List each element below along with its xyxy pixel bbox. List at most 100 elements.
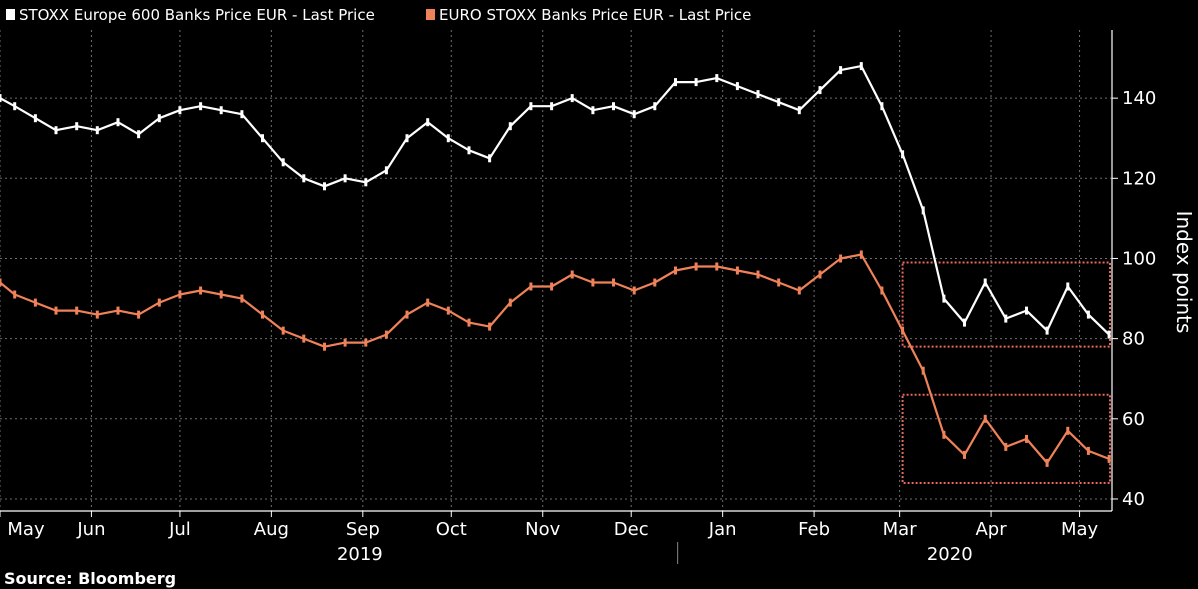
series-1-point xyxy=(756,270,760,279)
series-1-point xyxy=(157,298,161,307)
series-1-point xyxy=(1066,426,1070,435)
series-0-point xyxy=(446,134,450,143)
series-0-point xyxy=(281,158,285,167)
series-1-point xyxy=(178,290,182,299)
series-0-point xyxy=(1045,326,1049,335)
series-0-point xyxy=(261,134,264,143)
x-month-label: Mar xyxy=(883,519,918,540)
series-0-point xyxy=(75,122,79,131)
series-0-point xyxy=(343,174,347,183)
series-0-point xyxy=(1004,314,1008,323)
series-0-point xyxy=(859,62,863,71)
series-0-point xyxy=(756,90,760,99)
series-1-point xyxy=(942,430,946,439)
series-1-point xyxy=(508,298,512,307)
series-0-point xyxy=(921,206,925,215)
axes: 40 60 80 100 120 140 May Jun Jul Aug Sep Oct Nov Dec J… xyxy=(0,30,1156,565)
series-1-point xyxy=(446,306,450,315)
series-0-point xyxy=(735,82,739,91)
series-1-point xyxy=(963,450,966,459)
annotation-box-0 xyxy=(901,261,1111,348)
x-month-label: Sep xyxy=(346,519,380,540)
series-1-point xyxy=(797,286,801,295)
y-tick-label: 60 xyxy=(1122,409,1145,430)
series-1-point xyxy=(467,318,471,327)
series-0-point xyxy=(653,102,657,111)
series-0-point xyxy=(426,118,430,127)
series-0-point xyxy=(302,174,306,183)
x-month-label: Aug xyxy=(254,519,289,540)
series-0-point xyxy=(632,110,636,119)
series-1-point xyxy=(921,366,925,375)
annotation-box-1 xyxy=(901,393,1111,484)
series-layer xyxy=(0,62,1111,467)
series-0-point xyxy=(219,106,223,115)
series-0-point xyxy=(550,102,554,111)
x-year-label: 2020 xyxy=(927,544,973,565)
series-0-point xyxy=(983,278,987,287)
series-1-point xyxy=(674,266,677,275)
series-1-point xyxy=(983,414,987,423)
series-0-point xyxy=(1086,310,1090,319)
series-1-point xyxy=(880,286,884,295)
series-1-point xyxy=(240,294,244,303)
series-1-point xyxy=(735,266,739,275)
annotations xyxy=(901,261,1111,484)
x-month-label: Feb xyxy=(798,519,830,540)
x-month-label: Nov xyxy=(525,519,560,540)
series-1-point xyxy=(426,298,430,307)
series-0-point xyxy=(364,178,368,187)
series-0-point xyxy=(529,102,533,111)
y-tick-label: 140 xyxy=(1122,88,1156,109)
y-tick-label: 120 xyxy=(1122,168,1156,189)
series-1-point xyxy=(0,278,2,287)
series-0-point xyxy=(13,102,17,111)
series-1-point xyxy=(839,254,843,263)
x-month-label: Jan xyxy=(708,519,737,540)
series-line-0 xyxy=(0,65,1110,336)
series-1-point xyxy=(591,278,595,287)
legend-swatch-stoxx600 xyxy=(6,9,15,20)
series-0-point xyxy=(54,126,58,135)
series-1-point xyxy=(95,310,99,319)
series-0-point xyxy=(797,106,801,115)
series-0-point xyxy=(488,154,492,163)
series-1-point xyxy=(323,342,326,351)
series-1-point xyxy=(653,278,657,287)
series-0-point xyxy=(33,114,37,123)
series-0-point xyxy=(942,294,946,303)
series-0-point xyxy=(1025,306,1028,315)
series-1-point xyxy=(1107,454,1111,463)
series-0-point xyxy=(467,146,471,155)
series-0-point xyxy=(591,106,595,115)
series-1-point xyxy=(405,310,409,319)
series-0-point xyxy=(508,122,512,131)
series-1-point xyxy=(364,338,368,347)
series-1-point xyxy=(550,282,554,291)
series-0-point xyxy=(137,130,141,139)
series-1-point xyxy=(529,282,533,291)
series-1-point xyxy=(488,322,492,331)
series-1-point xyxy=(384,330,388,339)
series-1-point xyxy=(612,278,615,287)
series-1-point xyxy=(75,306,79,315)
series-0-point xyxy=(880,102,884,111)
series-0-point xyxy=(240,110,244,119)
series-1-point xyxy=(219,290,223,299)
x-month-label: Jul xyxy=(168,519,191,540)
y-tick-label: 100 xyxy=(1122,248,1156,269)
series-1-point xyxy=(54,306,58,315)
series-1-point xyxy=(33,298,37,307)
series-0-point xyxy=(570,94,574,103)
series-0-point xyxy=(963,318,966,327)
series-1-point xyxy=(261,310,264,319)
series-0-point xyxy=(1066,282,1070,291)
series-1-point xyxy=(570,270,574,279)
x-month-label: Dec xyxy=(614,519,649,540)
series-0-point xyxy=(674,78,677,87)
y-tick-label: 40 xyxy=(1122,489,1145,510)
series-1-point xyxy=(343,338,347,347)
series-0-point xyxy=(178,106,182,115)
series-1-point xyxy=(818,270,822,279)
